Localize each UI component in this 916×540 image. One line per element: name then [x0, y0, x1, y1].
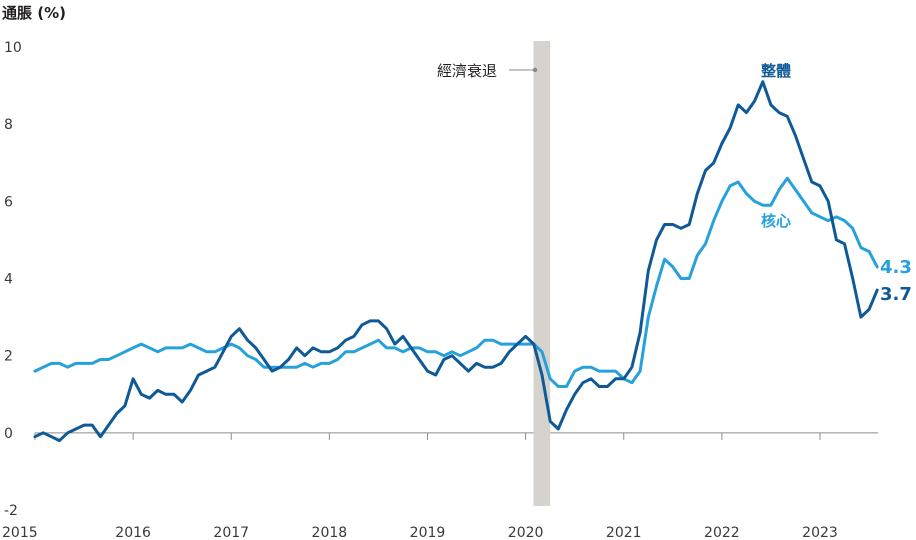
x-tick-label: 2020 — [508, 525, 544, 540]
x-tick-label: 2015 — [2, 525, 38, 540]
x-tick-label: 2022 — [704, 525, 740, 540]
recession-leader-dot — [532, 67, 538, 73]
y-axis-ticks: 10 8 6 4 2 0 -2 — [4, 40, 22, 519]
series-label-core: 核心 — [761, 212, 791, 230]
x-tick-label: 2019 — [410, 525, 446, 540]
y-tick-label: 0 — [4, 426, 13, 442]
series-line-core — [33, 176, 879, 388]
series-lines — [33, 80, 879, 443]
x-axis: 2015 2016 2017 2018 2019 2020 2021 2022 2023 — [2, 432, 878, 540]
y-tick-label: 2 — [4, 349, 13, 365]
y-tick-label: 6 — [4, 194, 13, 210]
x-tick-label: 2018 — [312, 525, 348, 540]
y-tick-label: 8 — [4, 117, 13, 133]
x-tick-label: 2023 — [802, 525, 838, 540]
y-tick-label: 4 — [4, 272, 13, 288]
x-tick-label: 2016 — [115, 525, 151, 540]
y-tick-label: -2 — [4, 503, 18, 519]
x-tick-label: 2021 — [606, 525, 642, 540]
recession-band — [533, 41, 551, 506]
y-tick-label: 10 — [4, 40, 22, 56]
series-line-headline — [33, 80, 879, 443]
end-value-core: 4.3 — [880, 257, 912, 278]
y-axis-title: 通脹 (%) — [2, 4, 66, 22]
series-label-headline: 整體 — [761, 62, 791, 80]
x-tick-label: 2017 — [213, 525, 249, 540]
end-value-headline: 3.7 — [880, 284, 912, 305]
recession-label: 經濟衰退 — [437, 62, 497, 80]
recession-shading — [533, 41, 551, 506]
